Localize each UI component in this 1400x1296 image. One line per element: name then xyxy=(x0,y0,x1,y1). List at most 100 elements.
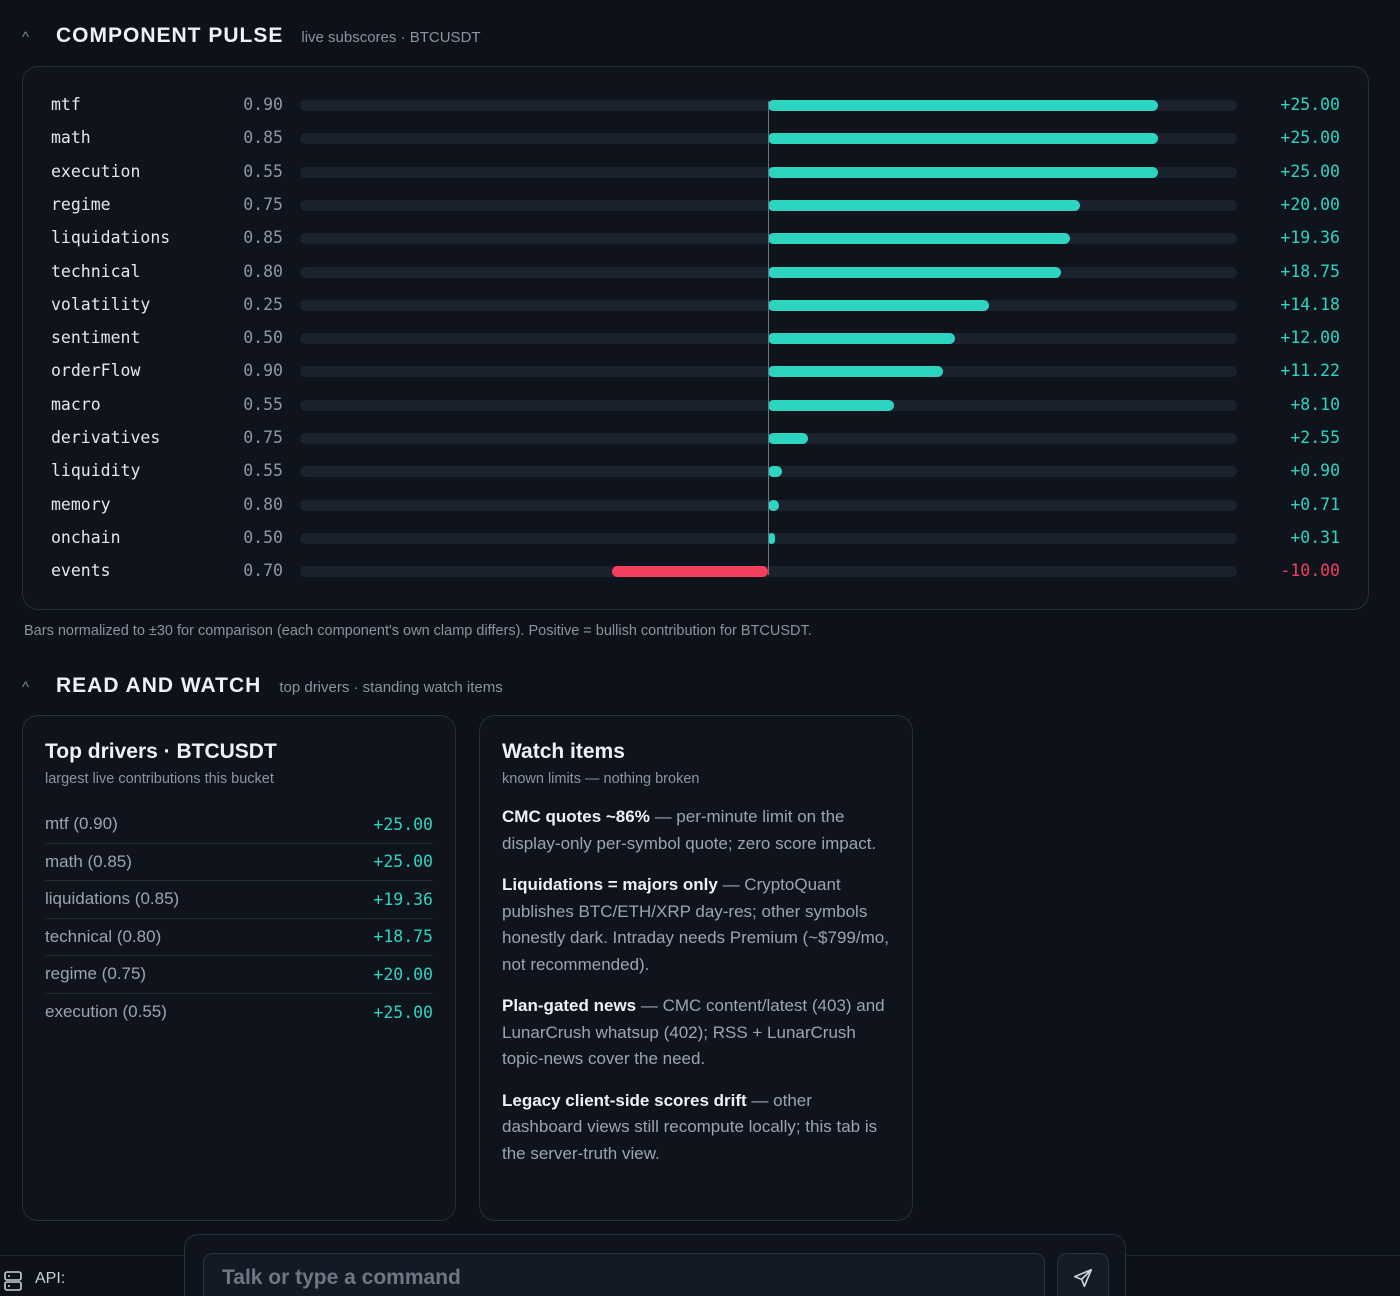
driver-label: regime (0.75) xyxy=(45,964,147,984)
zero-axis-line xyxy=(768,101,769,575)
watch-item: CMC quotes ~86% — per-minute limit on th… xyxy=(502,804,890,857)
pulse-row-memory: memory 0.80 +0.71 xyxy=(23,489,1368,522)
driver-row: math (0.85) +25.00 xyxy=(45,844,433,881)
driver-value: +18.75 xyxy=(373,927,433,947)
driver-label: math (0.85) xyxy=(45,851,132,871)
watch-item-body: — CMC content/latest (403) and LunarCrus… xyxy=(502,996,885,1068)
command-bar xyxy=(184,1234,1126,1296)
component-pulse-panel: mtf 0.90 +25.00 math 0.85 +25.00 execution 0.55… xyxy=(22,66,1369,610)
component-weight: 0.55 xyxy=(243,394,283,414)
component-name: derivatives xyxy=(51,428,161,447)
component-weight: 0.90 xyxy=(243,95,283,114)
driver-row: execution (0.55) +25.00 xyxy=(45,994,433,1032)
pulse-row-onchain: onchain 0.50 +0.31 xyxy=(23,522,1368,555)
component-weight: 0.85 xyxy=(243,128,283,148)
contribution-value: +20.00 xyxy=(1280,194,1340,214)
watch-item: Plan-gated news — CMC content/latest (40… xyxy=(502,993,890,1073)
driver-value: +20.00 xyxy=(373,964,433,984)
component-name: volatility xyxy=(51,294,151,314)
component-weight: 0.80 xyxy=(243,494,283,514)
pulse-row-execution: execution 0.55 +25.00 xyxy=(23,156,1368,189)
contribution-value: +19.36 xyxy=(1280,228,1340,248)
component-name: events xyxy=(51,561,111,581)
card-subtitle: known limits — nothing broken xyxy=(502,771,700,787)
watch-list: CMC quotes ~86% — per-minute limit on th… xyxy=(502,804,890,1182)
card-subtitle: largest live contributions this bucket xyxy=(45,771,274,787)
component-weight: 0.75 xyxy=(243,428,283,447)
contribution-value: +25.00 xyxy=(1280,95,1340,114)
component-name: macro xyxy=(51,394,101,414)
watch-item-heading: Liquidations = majors only xyxy=(502,875,718,894)
section-subtitle: live subscores · BTCUSDT xyxy=(301,29,481,46)
contribution-value: +0.90 xyxy=(1290,461,1340,481)
send-button[interactable] xyxy=(1057,1253,1109,1296)
contribution-value: +14.18 xyxy=(1280,294,1340,314)
component-weight: 0.75 xyxy=(243,194,283,214)
contribution-value: +25.00 xyxy=(1280,128,1340,148)
section-subtitle: top drivers · standing watch items xyxy=(279,679,503,696)
component-weight: 0.50 xyxy=(243,527,283,547)
watch-item: Liquidations = majors only — CryptoQuant… xyxy=(502,872,890,978)
watch-item: Legacy client-side scores drift — other … xyxy=(502,1088,890,1168)
contribution-bar xyxy=(768,433,808,444)
component-weight: 0.90 xyxy=(243,361,283,381)
component-name: onchain xyxy=(51,527,121,547)
collapse-caret-icon[interactable]: ^ xyxy=(22,29,30,46)
watch-items-card: Watch items known limits — nothing broke… xyxy=(479,715,913,1221)
card-title: Watch items xyxy=(502,740,625,763)
pulse-row-sentiment: sentiment 0.50 +12.00 xyxy=(23,322,1368,355)
pulse-row-math: math 0.85 +25.00 xyxy=(23,122,1368,155)
driver-value: +25.00 xyxy=(373,1002,433,1022)
pulse-row-orderflow: orderFlow 0.90 +11.22 xyxy=(23,355,1368,388)
pulse-row-derivatives: derivatives 0.75 +2.55 xyxy=(23,422,1368,455)
pulse-row-volatility: volatility 0.25 +14.18 xyxy=(23,289,1368,322)
component-weight: 0.25 xyxy=(243,294,283,314)
contribution-bar xyxy=(768,299,990,311)
watch-item-heading: CMC quotes ~86% xyxy=(502,807,650,826)
section-title: COMPONENT PULSE xyxy=(56,24,284,47)
pulse-row-regime: regime 0.75 +20.00 xyxy=(23,189,1368,222)
top-drivers-card: Top drivers · BTCUSDT largest live contr… xyxy=(22,715,456,1221)
driver-label: technical (0.80) xyxy=(45,926,162,946)
driver-value: +25.00 xyxy=(373,814,433,834)
driver-row: technical (0.80) +18.75 xyxy=(45,919,433,956)
watch-item-heading: Legacy client-side scores drift xyxy=(502,1090,747,1110)
contribution-value: +2.55 xyxy=(1290,428,1340,447)
contribution-value: +0.31 xyxy=(1290,527,1340,547)
collapse-caret-icon[interactable]: ^ xyxy=(22,679,30,696)
api-status-label: API: xyxy=(35,1270,66,1287)
component-weight: 0.80 xyxy=(243,261,283,281)
driver-label: liquidations (0.85) xyxy=(45,889,180,909)
contribution-bar xyxy=(768,166,1158,178)
component-weight: 0.70 xyxy=(243,561,283,581)
component-name: regime xyxy=(51,194,111,214)
server-icon xyxy=(4,1271,22,1291)
component-name: execution xyxy=(51,161,141,181)
component-name: technical xyxy=(51,261,141,281)
watch-item-body: — per-minute limit on the display-only p… xyxy=(502,807,877,853)
pulse-row-liquidations: liquidations 0.85 +19.36 xyxy=(23,222,1368,255)
component-weight: 0.50 xyxy=(243,328,283,348)
driver-value: +25.00 xyxy=(373,852,433,872)
contribution-bar xyxy=(768,499,780,511)
component-name: sentiment xyxy=(51,328,141,348)
watch-item-body: — other dashboard views still recompute … xyxy=(502,1090,878,1163)
driver-row: liquidations (0.85) +19.36 xyxy=(45,881,433,919)
contribution-bar xyxy=(768,199,1080,211)
component-name: liquidity xyxy=(51,461,141,481)
pulse-row-mtf: mtf 0.90 +25.00 xyxy=(23,89,1368,122)
command-input[interactable] xyxy=(203,1253,1045,1296)
pulse-row-events: events 0.70 -10.00 xyxy=(23,555,1368,588)
driver-list: mtf (0.90) +25.00 math (0.85) +25.00 liquida… xyxy=(45,806,433,1031)
component-name: liquidations xyxy=(51,228,171,248)
send-icon xyxy=(1073,1268,1093,1288)
component-name: memory xyxy=(51,494,111,514)
contribution-bar xyxy=(768,266,1061,278)
contribution-bar xyxy=(612,566,768,578)
section-title: READ AND WATCH xyxy=(56,674,262,697)
driver-value: +19.36 xyxy=(373,889,433,909)
contribution-bar xyxy=(768,333,956,345)
contribution-bar xyxy=(768,100,1158,111)
watch-item-heading: Plan-gated news xyxy=(502,996,637,1015)
contribution-bar xyxy=(768,233,1071,245)
